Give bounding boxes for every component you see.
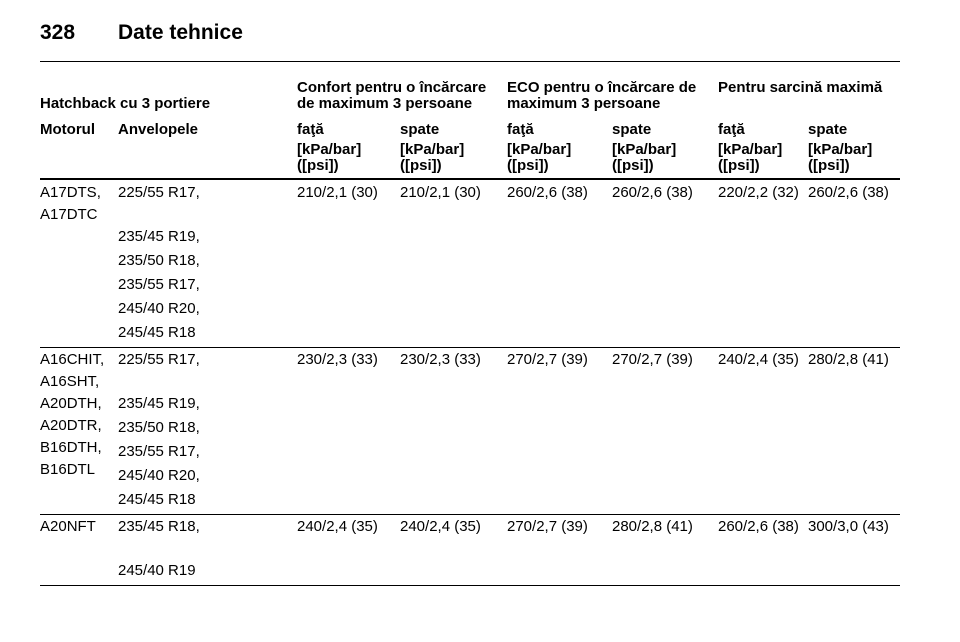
pressure: 270/2,7 (39) xyxy=(507,518,588,535)
engine: B16DTH, xyxy=(40,439,102,456)
pressure: 270/2,7 (39) xyxy=(612,351,693,368)
engine: A20DTH, xyxy=(40,395,102,412)
row-rule xyxy=(40,585,900,586)
tyre: 235/50 R18, xyxy=(118,252,200,269)
tyre: 235/45 R19, xyxy=(118,228,200,245)
rule xyxy=(40,178,900,180)
engine: A17DTC xyxy=(40,206,98,223)
tyre: 235/45 R18, xyxy=(118,518,200,535)
tyre: 235/55 R17, xyxy=(118,276,200,293)
pressure: 260/2,6 (38) xyxy=(612,184,693,201)
group-header: ECO pentru o încărcare de maximum 3 pers… xyxy=(507,79,697,112)
page-title: Date tehnice xyxy=(118,21,243,44)
unit-header: [kPa/bar] ([psi]) xyxy=(507,141,572,174)
pressure: 280/2,8 (41) xyxy=(808,351,889,368)
pressure: 260/2,6 (38) xyxy=(718,518,799,535)
unit-header: [kPa/bar] ([psi]) xyxy=(612,141,677,174)
pressure: 240/2,4 (35) xyxy=(297,518,378,535)
column-header: Motorul xyxy=(40,121,95,138)
pressure: 270/2,7 (39) xyxy=(507,351,588,368)
unit-header: [kPa/bar] ([psi]) xyxy=(297,141,362,174)
pressure: 240/2,4 (35) xyxy=(400,518,481,535)
tyre: 235/55 R17, xyxy=(118,443,200,460)
engine: A16CHIT, xyxy=(40,351,105,368)
group-header: Confort pentru o încărcare de maximum 3 … xyxy=(297,79,487,112)
unit-header: [kPa/bar] ([psi]) xyxy=(718,141,783,174)
tyre: 235/50 R18, xyxy=(118,419,200,436)
pressure: 260/2,6 (38) xyxy=(507,184,588,201)
column-header: faţă xyxy=(718,121,745,138)
tyre: 245/40 R20, xyxy=(118,467,200,484)
unit-header: [kPa/bar] ([psi]) xyxy=(808,141,873,174)
tyre: 245/45 R18 xyxy=(118,491,196,508)
column-header: faţă xyxy=(297,121,324,138)
tyre: 245/45 R18 xyxy=(118,324,196,341)
row-rule xyxy=(40,347,900,348)
pressure: 220/2,2 (32) xyxy=(718,184,799,201)
tyre: 245/40 R20, xyxy=(118,300,200,317)
column-header: faţă xyxy=(507,121,534,138)
unit-header: [kPa/bar] ([psi]) xyxy=(400,141,465,174)
rule xyxy=(40,61,900,62)
group-header: Pentru sarcină maximă xyxy=(718,79,883,96)
tyre: 225/55 R17, xyxy=(118,351,200,368)
tyre: 225/55 R17, xyxy=(118,184,200,201)
pressure: 230/2,3 (33) xyxy=(400,351,481,368)
column-header: Anvelopele xyxy=(118,121,199,138)
engine: B16DTL xyxy=(40,461,96,478)
column-header: spate xyxy=(400,121,440,138)
pressure: 260/2,6 (38) xyxy=(808,184,889,201)
pressure: 280/2,8 (41) xyxy=(612,518,693,535)
column-header: spate xyxy=(612,121,652,138)
pressure: 300/3,0 (43) xyxy=(808,518,889,535)
table-caption: Hatchback cu 3 portiere xyxy=(40,95,211,112)
tyre: 235/45 R19, xyxy=(118,395,200,412)
pressure: 210/2,1 (30) xyxy=(297,184,378,201)
row-rule xyxy=(40,514,900,515)
engine: A16SHT, xyxy=(40,373,100,390)
pressure: 210/2,1 (30) xyxy=(400,184,481,201)
column-header: spate xyxy=(808,121,848,138)
engine: A17DTS, xyxy=(40,184,101,201)
pressure: 240/2,4 (35) xyxy=(718,351,799,368)
page-number: 328 xyxy=(40,21,76,44)
pressure: 230/2,3 (33) xyxy=(297,351,378,368)
tyre: 245/40 R19 xyxy=(118,562,196,579)
engine: A20NFT xyxy=(40,518,96,535)
engine: A20DTR, xyxy=(40,417,102,434)
